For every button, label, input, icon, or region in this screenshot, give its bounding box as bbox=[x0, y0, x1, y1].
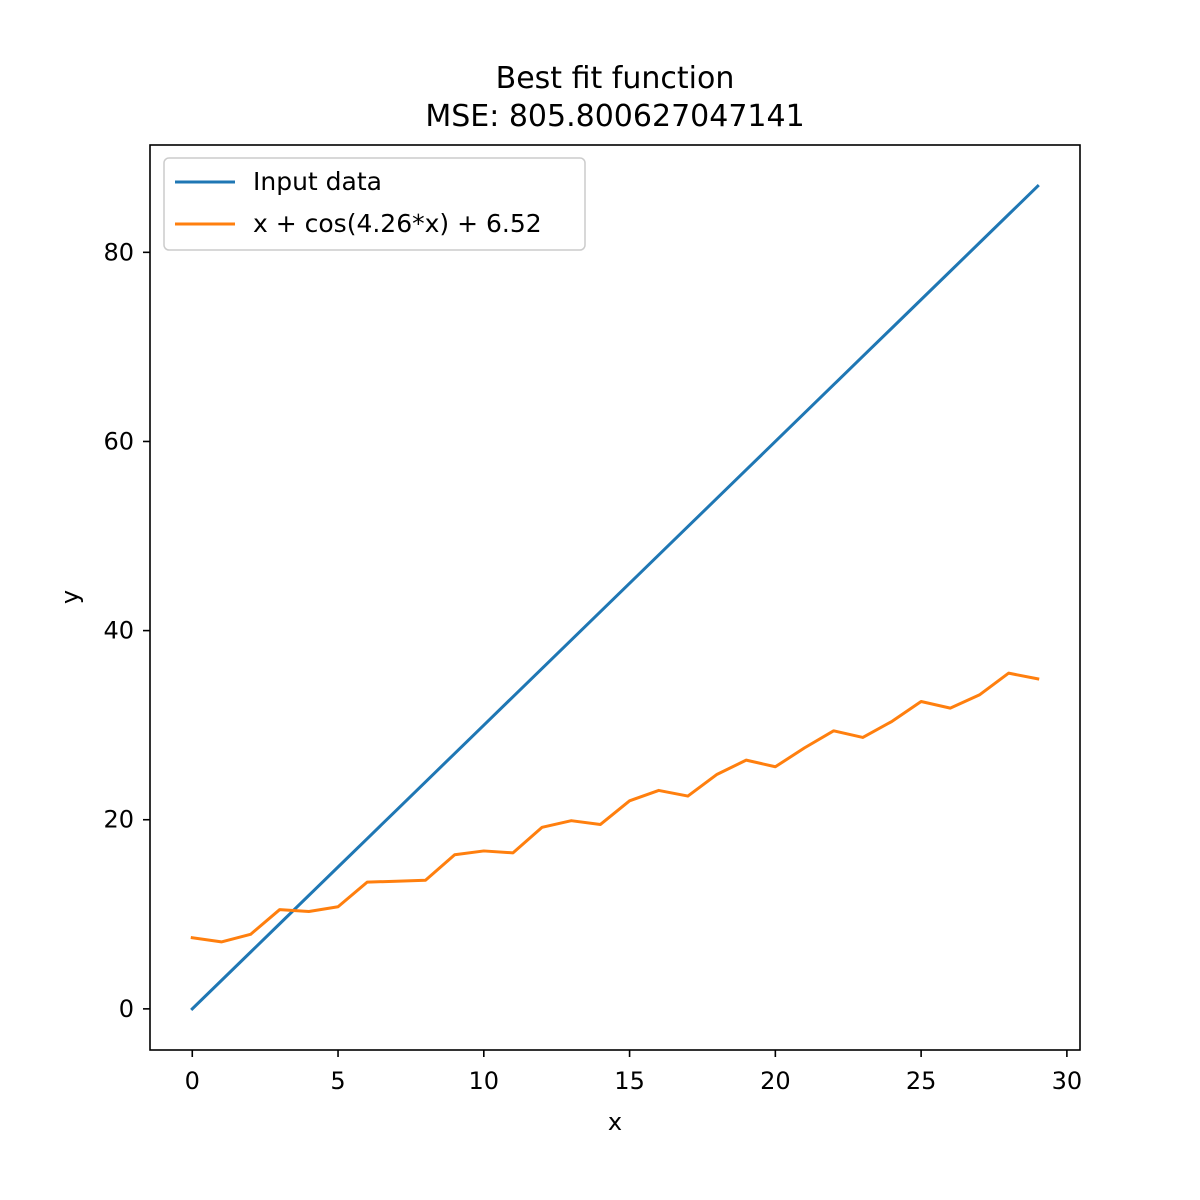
y-tick-label: 0 bbox=[119, 995, 134, 1023]
ticks-layer: 0 5 10 15 20 25 30 0 20 40 60 80 bbox=[103, 238, 1082, 1095]
x-tick-label: 30 bbox=[1052, 1067, 1083, 1095]
x-tick-label: 15 bbox=[614, 1067, 645, 1095]
x-tick-label: 25 bbox=[906, 1067, 937, 1095]
x-tick-label: 5 bbox=[330, 1067, 345, 1095]
x-tick-label: 0 bbox=[185, 1067, 200, 1095]
chart-title: Best fit function bbox=[496, 61, 735, 96]
series-layer bbox=[190, 184, 1040, 1011]
x-tick-label: 10 bbox=[469, 1067, 500, 1095]
y-axis-label: y bbox=[56, 590, 84, 604]
y-tick-label: 40 bbox=[103, 617, 134, 645]
legend-label-input-data: Input data bbox=[253, 167, 382, 196]
y-tick-label: 20 bbox=[103, 806, 134, 834]
x-axis-label: x bbox=[608, 1108, 622, 1136]
y-tick-label: 60 bbox=[103, 427, 134, 455]
legend-frame bbox=[163, 157, 586, 251]
chart-subtitle: MSE: 805.800627047141 bbox=[425, 99, 804, 134]
series-line-0 bbox=[190, 184, 1040, 1011]
plot-area-frame bbox=[149, 144, 1081, 1051]
y-tick-label: 80 bbox=[103, 238, 134, 266]
x-tick-label: 20 bbox=[760, 1067, 791, 1095]
legend: Input data x + cos(4.26*x) + 6.52 bbox=[163, 157, 586, 251]
legend-label-fit-function: x + cos(4.26*x) + 6.52 bbox=[253, 209, 542, 238]
series-line-1 bbox=[190, 671, 1040, 944]
